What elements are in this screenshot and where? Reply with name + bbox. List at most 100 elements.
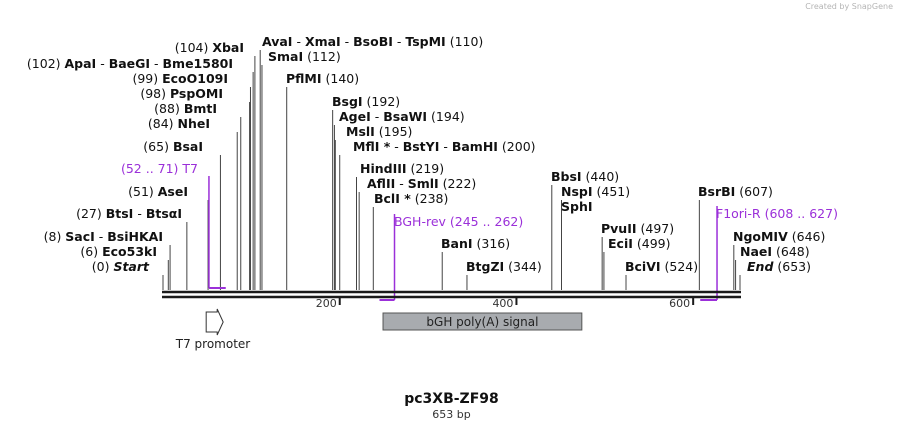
- site-label[interactable]: SphI: [561, 199, 593, 214]
- t7-promoter-label: T7 promoter: [175, 337, 251, 351]
- bgh-polya-feature[interactable]: [382, 312, 583, 331]
- site-enzyme-name: TspMI: [405, 34, 445, 49]
- site-label[interactable]: NspI (451): [561, 184, 630, 199]
- site-position: (102): [27, 56, 65, 71]
- ruler-ticks: 200 400 600: [316, 297, 695, 310]
- site-label[interactable]: End (653): [747, 259, 811, 274]
- site-label[interactable]: NgoMIV (646): [733, 229, 825, 244]
- site-enzyme-name: BtsαI: [146, 206, 182, 221]
- primer-label[interactable]: F1ori-R (608 .. 627): [716, 206, 838, 221]
- site-enzyme-name: NheI: [178, 116, 211, 131]
- site-enzyme-name: BsoBI: [353, 34, 393, 49]
- site-label[interactable]: BanI (316): [441, 236, 510, 251]
- site-label[interactable]: BtgZI (344): [466, 259, 542, 274]
- site-label[interactable]: (8) SacI - BsiHKAI: [44, 229, 163, 244]
- site-label[interactable]: MslI (195): [346, 124, 412, 139]
- site-label[interactable]: (104) XbaI: [175, 40, 244, 55]
- site-enzyme-name: BbsI: [551, 169, 582, 184]
- site-position: (344): [504, 259, 542, 274]
- site-label[interactable]: (65) BsaI: [143, 139, 203, 154]
- site-enzyme-name: -: [341, 34, 353, 49]
- site-label[interactable]: (98) PspOMI: [140, 86, 223, 101]
- site-position: (607): [735, 184, 773, 199]
- site-label[interactable]: NaeI (648): [740, 244, 810, 259]
- site-enzyme-name: NaeI: [740, 244, 772, 259]
- site-position: (65): [143, 139, 173, 154]
- site-label[interactable]: (0) Start: [92, 259, 150, 274]
- site-enzyme-name: EcoO109I: [162, 71, 228, 86]
- site-enzyme-name: -: [133, 206, 145, 221]
- site-enzyme-name: -: [292, 34, 304, 49]
- site-position: (200): [498, 139, 536, 154]
- site-labels: AvaI - XmaI - BsoBI - TspMI (110) (104) X…: [27, 34, 825, 274]
- site-label[interactable]: AvaI - XmaI - BsoBI - TspMI (110): [262, 34, 483, 49]
- site-label[interactable]: (88) BmtI: [154, 101, 217, 116]
- site-label[interactable]: (27) BtsI - BtsαI: [76, 206, 182, 221]
- site-position: (194): [427, 109, 465, 124]
- site-enzyme-name: Start: [113, 259, 150, 274]
- site-position: (653): [773, 259, 811, 274]
- primer-name: F1ori-R: [716, 206, 761, 221]
- bgh-polya-label: bGH poly(A) signal: [426, 315, 538, 329]
- site-label[interactable]: (102) ApaI - BaeGI - Bme1580I: [27, 56, 233, 71]
- site-enzyme-name: XmaI: [305, 34, 341, 49]
- site-enzyme-name: End: [747, 259, 774, 274]
- site-position: (8): [44, 229, 66, 244]
- site-label[interactable]: PflMI (140): [286, 71, 359, 86]
- site-enzyme-name: BstYI: [403, 139, 440, 154]
- t7-promoter-arrow[interactable]: [205, 308, 224, 336]
- site-enzyme-name: MslI: [346, 124, 375, 139]
- site-label[interactable]: PvuII (497): [601, 221, 674, 236]
- site-enzyme-name: SphI: [561, 199, 593, 214]
- site-enzyme-name: BsgI: [332, 94, 363, 109]
- site-position: (451): [593, 184, 631, 199]
- site-enzyme-name: BtgZI: [466, 259, 504, 274]
- site-label[interactable]: HindIII (219): [360, 161, 444, 176]
- site-label[interactable]: BsgI (192): [332, 94, 400, 109]
- ruler-tick-label: 200: [316, 297, 337, 310]
- site-label[interactable]: (51) AseI: [128, 184, 188, 199]
- site-enzyme-name: BciVI: [625, 259, 661, 274]
- site-enzyme-name: BclI *: [374, 191, 411, 206]
- site-label[interactable]: (84) NheI: [148, 116, 210, 131]
- site-enzyme-name: Eco53kI: [102, 244, 157, 259]
- features: bGH poly(A) signal T7 promoter: [175, 308, 583, 351]
- primer-label[interactable]: BGH-rev (245 .. 262): [394, 214, 523, 229]
- site-enzyme-name: -: [96, 56, 108, 71]
- site-label[interactable]: BbsI (440): [551, 169, 619, 184]
- site-position: (195): [375, 124, 413, 139]
- primer-range: (608 .. 627): [761, 206, 838, 221]
- site-enzyme-name: AseI: [158, 184, 188, 199]
- site-position: (499): [633, 236, 671, 251]
- site-enzyme-name: -: [150, 56, 162, 71]
- site-enzyme-name: -: [371, 109, 383, 124]
- site-label[interactable]: BsrBI (607): [698, 184, 773, 199]
- site-enzyme-name: BtsI: [106, 206, 134, 221]
- site-position: (524): [661, 259, 699, 274]
- primer-range: (245 .. 262): [446, 214, 523, 229]
- site-enzyme-name: BsrBI: [698, 184, 735, 199]
- site-label[interactable]: (99) EcoO109I: [132, 71, 228, 86]
- primer-range: (52 .. 71): [121, 161, 182, 176]
- site-enzyme-name: EciI: [608, 236, 633, 251]
- site-enzyme-name: BsaWI: [383, 109, 427, 124]
- site-label[interactable]: AgeI - BsaWI (194): [339, 109, 465, 124]
- site-enzyme-name: NgoMIV: [733, 229, 788, 244]
- site-label[interactable]: (6) Eco53kI: [80, 244, 157, 259]
- site-enzyme-name: -: [390, 139, 402, 154]
- site-enzyme-name: MflI *: [353, 139, 391, 154]
- site-label[interactable]: BciVI (524): [625, 259, 698, 274]
- site-label[interactable]: BclI * (238): [374, 191, 448, 206]
- primer-label[interactable]: (52 .. 71) T7: [121, 161, 198, 176]
- site-position: (51): [128, 184, 158, 199]
- site-enzyme-name: ApaI: [65, 56, 97, 71]
- site-position: (0): [92, 259, 114, 274]
- site-label[interactable]: MflI * - BstYI - BamHI (200): [353, 139, 536, 154]
- site-label[interactable]: SmaI (112): [268, 49, 341, 64]
- site-label[interactable]: EciI (499): [608, 236, 670, 251]
- site-label[interactable]: AflII - SmlI (222): [367, 176, 476, 191]
- site-position: (6): [80, 244, 102, 259]
- sequence-map: AvaI - XmaI - BsoBI - TspMI (110) (104) X…: [27, 34, 838, 351]
- site-position: (110): [446, 34, 484, 49]
- site-enzyme-name: SmlI: [408, 176, 439, 191]
